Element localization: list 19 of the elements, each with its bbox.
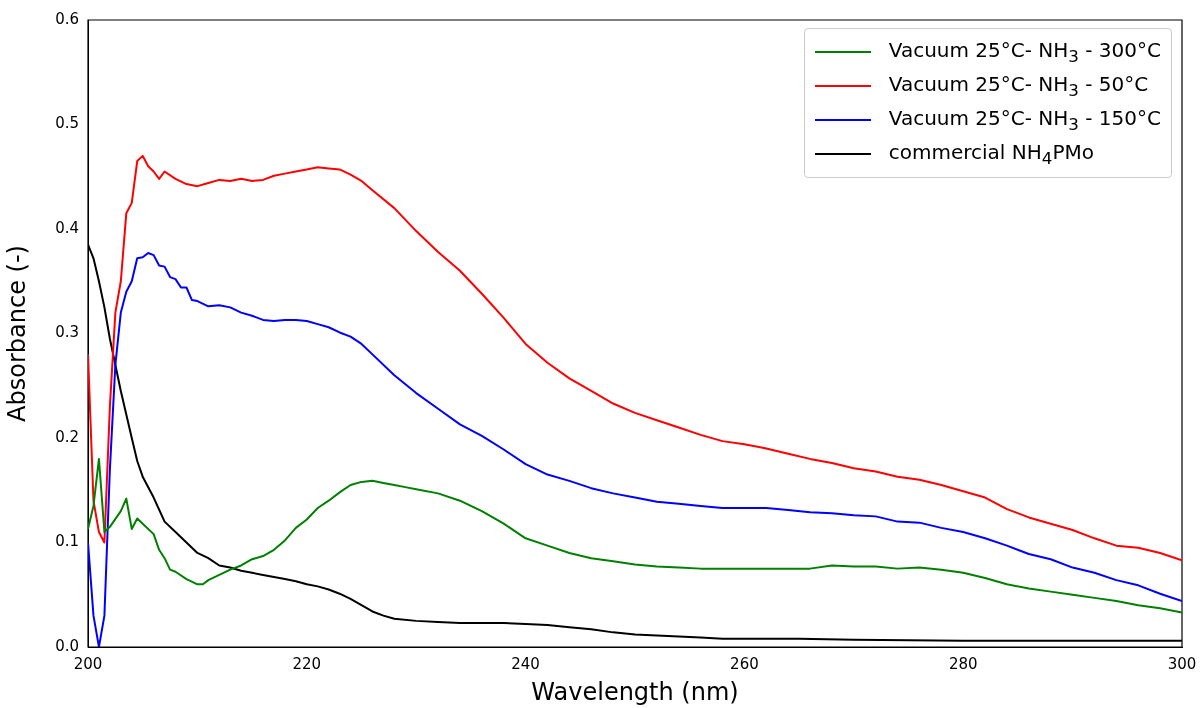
y-tick-label: 0.1	[55, 532, 79, 551]
y-tick-label: 0.6	[55, 9, 79, 28]
x-tick-label: 220	[292, 654, 322, 673]
legend-label: Vacuum 25°C- NH$_{3}$ - 300°C	[888, 38, 1161, 66]
x-tick-label: 260	[730, 654, 759, 673]
x-tick-label: 300	[1167, 654, 1197, 673]
legend-label: Vacuum 25°C- NH$_{3}$ - 150°C	[888, 106, 1161, 134]
legend-label: Vacuum 25°C- NH$_{3}$ - 50°C	[888, 72, 1149, 100]
y-axis-title: Absorbance (-)	[2, 245, 31, 422]
x-tick-label: 240	[511, 654, 540, 673]
legend-label: commercial NH$_{4}$PMo	[888, 140, 1094, 168]
x-tick-label: 280	[948, 654, 978, 673]
x-axis-title: Wavelength (nm)	[531, 677, 739, 706]
y-tick-label: 0.4	[55, 218, 79, 237]
y-tick-label: 0.0	[55, 636, 79, 655]
y-tick-label: 0.2	[55, 427, 79, 446]
x-tick-label: 200	[73, 654, 103, 673]
y-tick-label: 0.3	[55, 323, 79, 342]
y-tick-label: 0.5	[55, 114, 79, 133]
